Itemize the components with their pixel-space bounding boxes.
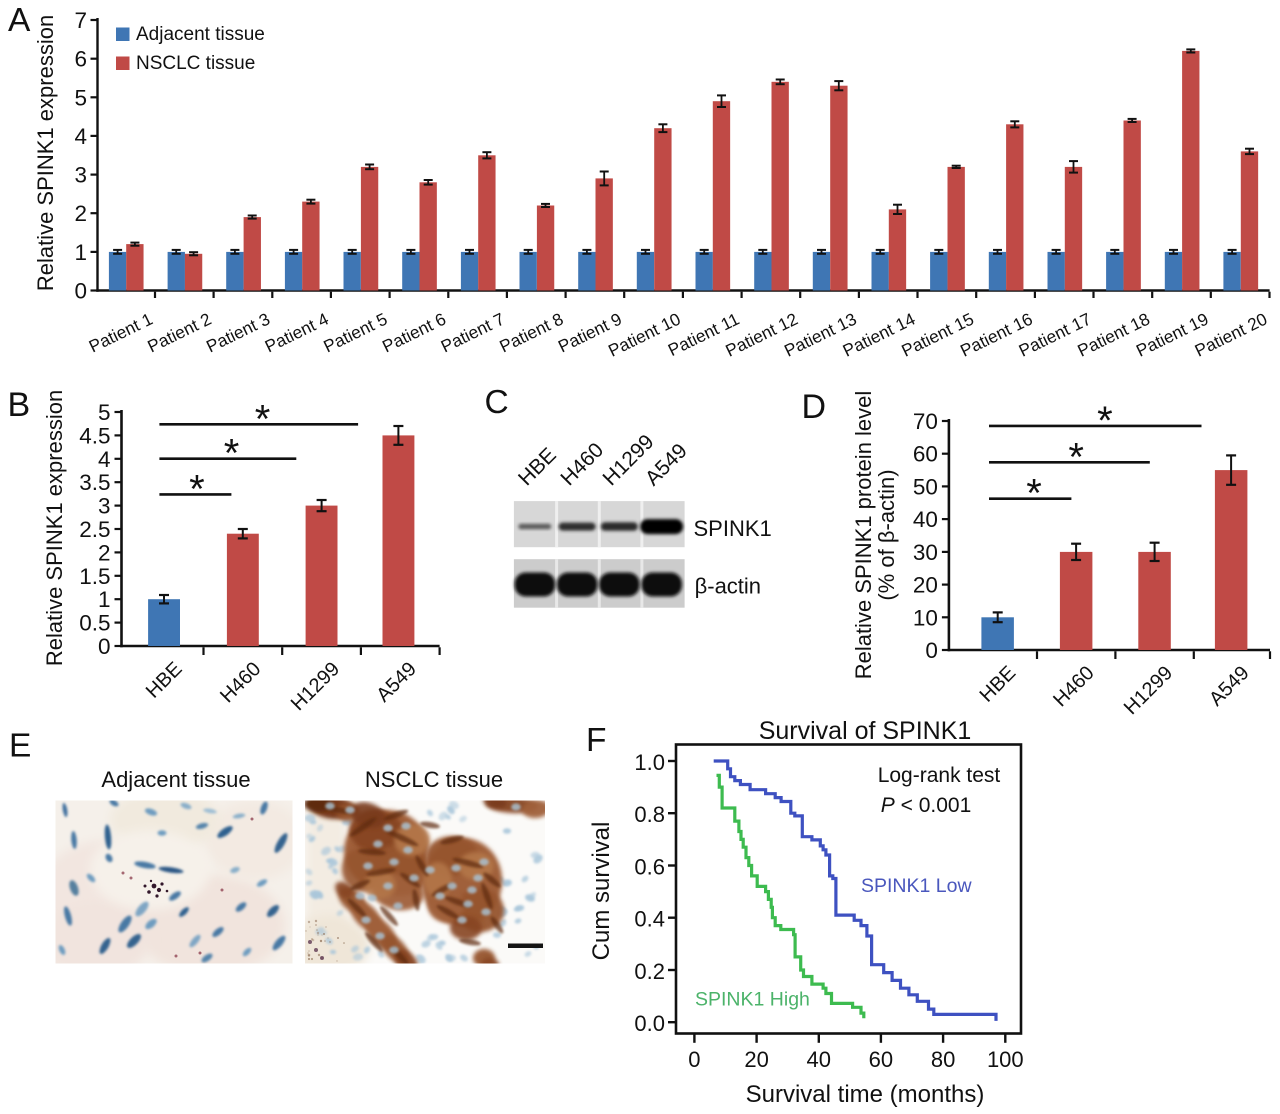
svg-text:Survival of SPINK1: Survival of SPINK1 [759,720,972,745]
svg-text:Patient 2: Patient 2 [144,309,214,357]
svg-text:β-actin: β-actin [695,574,761,599]
svg-text:*: * [224,432,240,476]
svg-text:Patient 4: Patient 4 [262,308,332,356]
svg-text:HBE: HBE [142,658,187,703]
svg-text:3: 3 [74,163,87,188]
svg-text:2: 2 [98,540,111,565]
svg-text:F: F [586,722,606,759]
svg-text:5: 5 [74,85,87,110]
svg-text:B: B [8,386,31,424]
svg-text:3.5: 3.5 [79,470,110,495]
svg-text:C: C [485,384,509,421]
svg-text:(% of β-actin): (% of β-actin) [874,469,899,600]
svg-text:4: 4 [74,124,87,149]
svg-text:0.5: 0.5 [79,611,110,636]
svg-text:1.0: 1.0 [634,750,665,775]
svg-text:50: 50 [913,474,938,499]
svg-text:0.2: 0.2 [634,959,665,984]
svg-text:7: 7 [74,8,87,33]
svg-text:SPINK1 High: SPINK1 High [695,989,810,1011]
svg-text:40: 40 [913,507,938,532]
svg-text:A: A [8,2,31,39]
svg-text:NSCLC tissue: NSCLC tissue [136,53,255,74]
svg-text:*: * [1097,399,1113,443]
svg-text:80: 80 [931,1047,955,1072]
svg-text:20: 20 [744,1047,768,1072]
svg-text:SPINK1: SPINK1 [694,516,772,541]
svg-text:0: 0 [925,638,938,663]
svg-text:A549: A549 [372,658,421,707]
svg-text:1: 1 [74,240,87,265]
svg-text:NSCLC tissue: NSCLC tissue [365,767,503,792]
svg-text:0: 0 [688,1047,700,1072]
svg-text:0.6: 0.6 [634,855,665,880]
svg-text:60: 60 [913,442,938,467]
svg-text:*: * [189,467,205,511]
svg-text:1: 1 [98,587,111,612]
svg-text:Adjacent tissue: Adjacent tissue [136,24,265,45]
svg-text:Relative SPINK1 protein level: Relative SPINK1 protein level [851,391,876,680]
svg-text:2: 2 [74,201,87,226]
svg-text:0.0: 0.0 [634,1011,665,1036]
svg-text:Cum survival: Cum survival [588,822,615,961]
svg-text:6: 6 [74,47,87,72]
svg-text:Patient 5: Patient 5 [320,309,390,357]
svg-text:*: * [1068,435,1084,479]
svg-text:3: 3 [98,494,111,519]
svg-text:5: 5 [98,400,111,425]
svg-text:H460: H460 [216,658,265,707]
svg-text:HBE: HBE [976,662,1021,707]
svg-text:Relative SPINK1 expression: Relative SPINK1 expression [42,390,67,666]
svg-text:1.5: 1.5 [79,564,110,589]
svg-text:Patient 6: Patient 6 [379,309,449,357]
svg-text:H460: H460 [1049,662,1098,711]
svg-text:HBE: HBE [514,443,561,490]
svg-text:0: 0 [74,279,87,304]
svg-text:Patient 8: Patient 8 [496,309,566,357]
svg-text:4.5: 4.5 [79,423,110,448]
svg-text:Relative SPINK1 expression: Relative SPINK1 expression [33,15,58,291]
svg-text:Patient 7: Patient 7 [438,309,508,357]
svg-text:P < 0.001: P < 0.001 [881,794,972,817]
svg-text:H1299: H1299 [287,658,344,715]
svg-text:D: D [802,388,827,426]
svg-text:0: 0 [98,634,111,659]
svg-text:4: 4 [98,447,111,472]
svg-text:A549: A549 [1205,662,1254,711]
svg-text:Log-rank test: Log-rank test [878,764,1001,787]
svg-text:2.5: 2.5 [79,517,110,542]
svg-text:H1299: H1299 [1120,662,1177,719]
svg-text:20: 20 [913,573,938,598]
svg-text:0.8: 0.8 [634,802,665,827]
svg-text:60: 60 [869,1047,893,1072]
svg-text:30: 30 [913,540,938,565]
svg-text:Patient 1: Patient 1 [86,309,156,357]
svg-text:*: * [255,397,271,441]
svg-text:Survival time (months): Survival time (months) [746,1081,985,1108]
svg-text:70: 70 [913,409,938,434]
svg-text:Adjacent tissue: Adjacent tissue [101,767,250,792]
svg-text:SPINK1 Low: SPINK1 Low [861,875,972,897]
svg-text:E: E [9,728,31,765]
svg-text:40: 40 [807,1047,831,1072]
svg-text:*: * [1026,472,1042,516]
svg-text:Patient 3: Patient 3 [203,309,273,357]
svg-text:10: 10 [913,605,938,630]
svg-text:0.4: 0.4 [634,907,665,932]
svg-text:H460: H460 [556,438,608,490]
svg-text:100: 100 [987,1047,1024,1072]
